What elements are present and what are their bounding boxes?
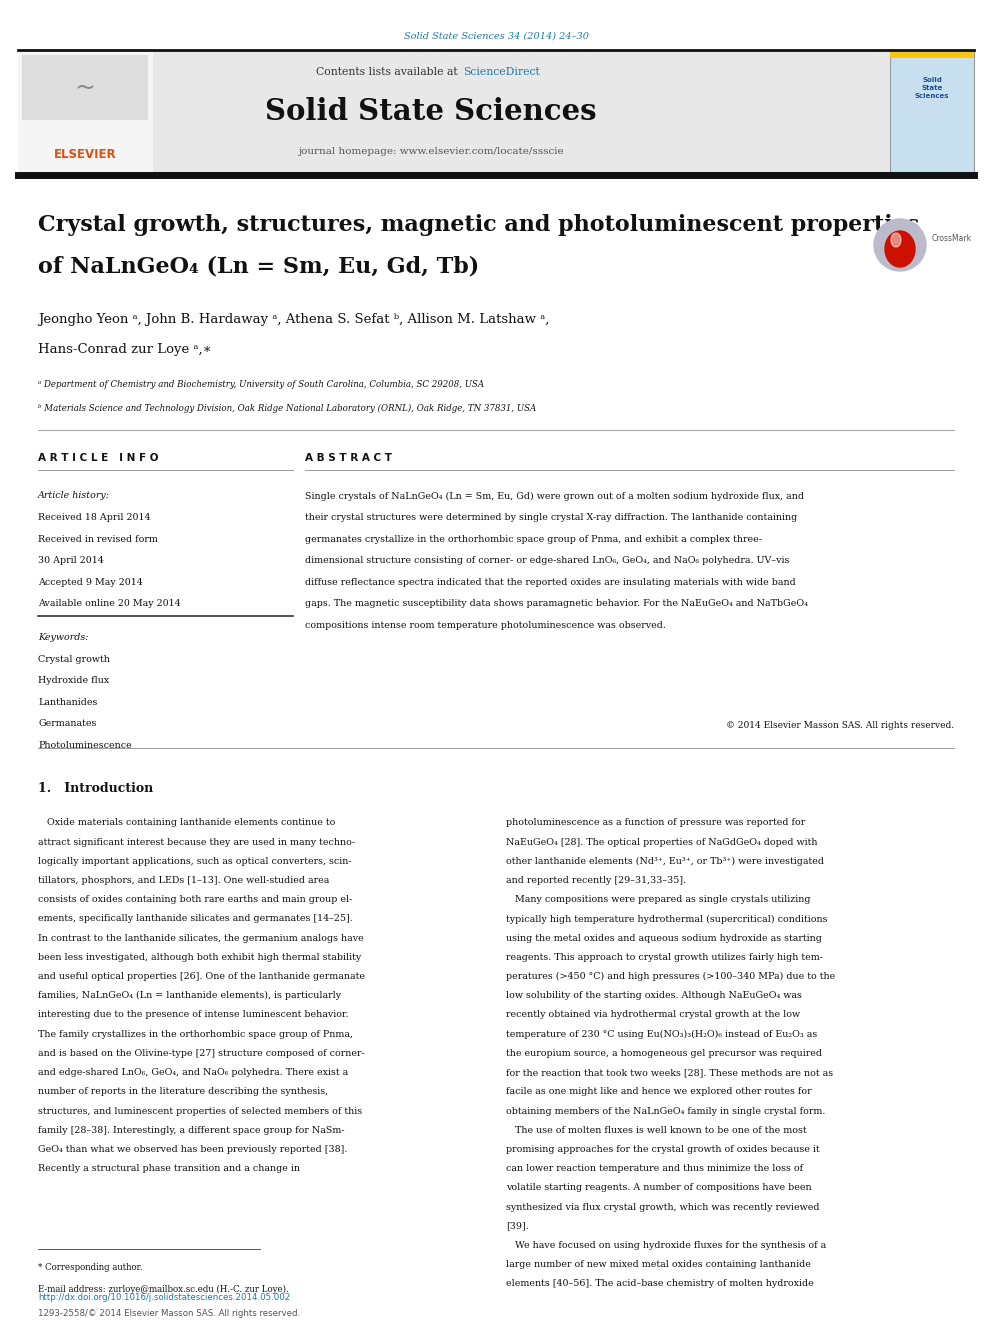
- Text: Photoluminescence: Photoluminescence: [38, 741, 132, 750]
- Text: ScienceDirect: ScienceDirect: [463, 67, 540, 77]
- Text: A R T I C L E   I N F O: A R T I C L E I N F O: [38, 452, 159, 463]
- Text: Article history:: Article history:: [38, 492, 110, 500]
- Text: for the reaction that took two weeks [28]. These methods are not as: for the reaction that took two weeks [28…: [506, 1068, 833, 1077]
- Text: the europium source, a homogeneous gel precursor was required: the europium source, a homogeneous gel p…: [506, 1049, 822, 1058]
- Text: Oxide materials containing lanthanide elements continue to: Oxide materials containing lanthanide el…: [38, 819, 335, 827]
- Text: ᵃ Department of Chemistry and Biochemistry, University of South Carolina, Columb: ᵃ Department of Chemistry and Biochemist…: [38, 381, 484, 389]
- Text: been less investigated, although both exhibit high thermal stability: been less investigated, although both ex…: [38, 953, 361, 962]
- Text: compositions intense room temperature photoluminescence was observed.: compositions intense room temperature ph…: [305, 620, 666, 630]
- Text: tillators, phosphors, and LEDs [1–13]. One well-studied area: tillators, phosphors, and LEDs [1–13]. O…: [38, 876, 329, 885]
- Bar: [22, 56, 148, 120]
- Text: families, NaLnGeO₄ (Ln = lanthanide elements), is particularly: families, NaLnGeO₄ (Ln = lanthanide elem…: [38, 991, 341, 1000]
- Text: synthesized via flux crystal growth, which was recently reviewed: synthesized via flux crystal growth, whi…: [506, 1203, 819, 1212]
- Text: can lower reaction temperature and thus minimize the loss of: can lower reaction temperature and thus …: [506, 1164, 804, 1174]
- Text: Jeongho Yeon ᵃ, John B. Hardaway ᵃ, Athena S. Sefat ᵇ, Allison M. Latshaw ᵃ,: Jeongho Yeon ᵃ, John B. Hardaway ᵃ, Athe…: [38, 314, 550, 327]
- Text: We have focused on using hydroxide fluxes for the synthesis of a: We have focused on using hydroxide fluxe…: [506, 1241, 826, 1250]
- Text: of NaLnGeO₄ (Ln = Sm, Eu, Gd, Tb): of NaLnGeO₄ (Ln = Sm, Eu, Gd, Tb): [38, 255, 479, 278]
- Text: Recently a structural phase transition and a change in: Recently a structural phase transition a…: [38, 1164, 300, 1174]
- Text: Received in revised form: Received in revised form: [38, 534, 158, 544]
- Text: structures, and luminescent properties of selected members of this: structures, and luminescent properties o…: [38, 1106, 362, 1115]
- Text: interesting due to the presence of intense luminescent behavior.: interesting due to the presence of inten…: [38, 1011, 348, 1020]
- Text: other lanthanide elements (Nd³⁺, Eu³⁺, or Tb³⁺) were investigated: other lanthanide elements (Nd³⁺, Eu³⁺, o…: [506, 857, 824, 867]
- Text: using the metal oxides and aqueous sodium hydroxide as starting: using the metal oxides and aqueous sodiu…: [506, 934, 822, 943]
- Text: Solid State Sciences 34 (2014) 24–30: Solid State Sciences 34 (2014) 24–30: [404, 32, 588, 41]
- Bar: [890, 50, 974, 58]
- Text: The use of molten fluxes is well known to be one of the most: The use of molten fluxes is well known t…: [506, 1126, 806, 1135]
- Text: and reported recently [29–31,33–35].: and reported recently [29–31,33–35].: [506, 876, 686, 885]
- Text: and edge-shared LnO₆, GeO₄, and NaO₆ polyhedra. There exist a: and edge-shared LnO₆, GeO₄, and NaO₆ pol…: [38, 1068, 348, 1077]
- Text: Lanthanides: Lanthanides: [38, 699, 97, 706]
- Text: 30 April 2014: 30 April 2014: [38, 556, 104, 565]
- Text: typically high temperature hydrothermal (supercritical) conditions: typically high temperature hydrothermal …: [506, 914, 827, 923]
- Text: ELSEVIER: ELSEVIER: [54, 148, 116, 161]
- Text: family [28–38]. Interestingly, a different space group for NaSm-: family [28–38]. Interestingly, a differe…: [38, 1126, 344, 1135]
- Ellipse shape: [885, 232, 915, 267]
- Text: diffuse reflectance spectra indicated that the reported oxides are insulating ma: diffuse reflectance spectra indicated th…: [305, 578, 796, 586]
- Text: temperature of 230 °C using Eu(NO₃)₃(H₂O)₆ instead of Eu₂O₃ as: temperature of 230 °C using Eu(NO₃)₃(H₂O…: [506, 1029, 817, 1039]
- Text: low solubility of the starting oxides. Although NaEuGeO₄ was: low solubility of the starting oxides. A…: [506, 991, 802, 1000]
- Text: Solid State Sciences: Solid State Sciences: [265, 98, 597, 127]
- Text: © 2014 Elsevier Masson SAS. All rights reserved.: © 2014 Elsevier Masson SAS. All rights r…: [726, 721, 954, 730]
- Text: promising approaches for the crystal growth of oxides because it: promising approaches for the crystal gro…: [506, 1144, 819, 1154]
- Text: photoluminescence as a function of pressure was reported for: photoluminescence as a function of press…: [506, 819, 806, 827]
- Text: facile as one might like and hence we explored other routes for: facile as one might like and hence we ex…: [506, 1088, 811, 1097]
- Text: Germanates: Germanates: [38, 720, 96, 729]
- Text: Single crystals of NaLnGeO₄ (Ln = Sm, Eu, Gd) were grown out of a molten sodium : Single crystals of NaLnGeO₄ (Ln = Sm, Eu…: [305, 491, 804, 500]
- Text: ements, specifically lanthanide silicates and germanates [14–25].: ements, specifically lanthanide silicate…: [38, 914, 353, 923]
- Text: CrossMark: CrossMark: [932, 234, 972, 243]
- Bar: [18, 50, 974, 175]
- Text: dimensional structure consisting of corner- or edge-shared LnO₆, GeO₄, and NaO₆ : dimensional structure consisting of corn…: [305, 556, 790, 565]
- Text: and useful optical properties [26]. One of the lanthanide germanate: and useful optical properties [26]. One …: [38, 972, 365, 982]
- Text: * Corresponding author.: * Corresponding author.: [38, 1262, 143, 1271]
- Text: In contrast to the lanthanide silicates, the germanium analogs have: In contrast to the lanthanide silicates,…: [38, 934, 364, 943]
- Text: Accepted 9 May 2014: Accepted 9 May 2014: [38, 578, 143, 586]
- Text: Crystal growth: Crystal growth: [38, 655, 110, 664]
- Text: volatile starting reagents. A number of compositions have been: volatile starting reagents. A number of …: [506, 1183, 811, 1192]
- Text: [39].: [39].: [506, 1221, 529, 1230]
- Bar: [890, 50, 974, 175]
- Text: their crystal structures were determined by single crystal X-ray diffraction. Th: their crystal structures were determined…: [305, 513, 798, 523]
- Text: reagents. This approach to crystal growth utilizes fairly high tem-: reagents. This approach to crystal growt…: [506, 953, 823, 962]
- Text: Solid
State
Sciences: Solid State Sciences: [915, 78, 949, 98]
- Text: journal homepage: www.elsevier.com/locate/ssscie: journal homepage: www.elsevier.com/locat…: [299, 147, 563, 156]
- Text: 1293-2558/© 2014 Elsevier Masson SAS. All rights reserved.: 1293-2558/© 2014 Elsevier Masson SAS. Al…: [38, 1308, 301, 1318]
- Text: peratures (>450 °C) and high pressures (>100–340 MPa) due to the: peratures (>450 °C) and high pressures (…: [506, 972, 835, 982]
- Text: Keywords:: Keywords:: [38, 634, 88, 643]
- Text: Available online 20 May 2014: Available online 20 May 2014: [38, 599, 181, 609]
- Text: attract significant interest because they are used in many techno-: attract significant interest because the…: [38, 837, 355, 847]
- Text: Contents lists available at: Contents lists available at: [315, 67, 461, 77]
- Text: Crystal growth, structures, magnetic and photoluminescent properties: Crystal growth, structures, magnetic and…: [38, 214, 920, 235]
- Text: recently obtained via hydrothermal crystal growth at the low: recently obtained via hydrothermal cryst…: [506, 1011, 801, 1020]
- Text: The family crystallizes in the orthorhombic space group of Pnma,: The family crystallizes in the orthorhom…: [38, 1029, 353, 1039]
- Text: E-mail address: zurloye@mailbox.sc.edu (H.-C. zur Loye).: E-mail address: zurloye@mailbox.sc.edu (…: [38, 1285, 289, 1294]
- Text: logically important applications, such as optical converters, scin-: logically important applications, such a…: [38, 857, 351, 865]
- Text: GeO₄ than what we observed has been previously reported [38].: GeO₄ than what we observed has been prev…: [38, 1144, 347, 1154]
- Text: NaEuGeO₄ [28]. The optical properties of NaGdGeO₄ doped with: NaEuGeO₄ [28]. The optical properties of…: [506, 837, 817, 847]
- Text: http://dx.doi.org/10.1016/j.solidstatesciences.2014.05.002: http://dx.doi.org/10.1016/j.solidstatesc…: [38, 1293, 291, 1302]
- Text: ᵇ Materials Science and Technology Division, Oak Ridge National Laboratory (ORNL: ᵇ Materials Science and Technology Divis…: [38, 404, 537, 413]
- Text: A B S T R A C T: A B S T R A C T: [305, 452, 392, 463]
- Circle shape: [874, 220, 926, 271]
- Text: consists of oxides containing both rare earths and main group el-: consists of oxides containing both rare …: [38, 896, 352, 905]
- Bar: [18, 50, 153, 175]
- Text: Hydroxide flux: Hydroxide flux: [38, 676, 109, 685]
- Text: obtaining members of the NaLnGeO₄ family in single crystal form.: obtaining members of the NaLnGeO₄ family…: [506, 1106, 825, 1115]
- Text: gaps. The magnetic susceptibility data shows paramagnetic behavior. For the NaEu: gaps. The magnetic susceptibility data s…: [305, 599, 807, 609]
- Text: Received 18 April 2014: Received 18 April 2014: [38, 513, 151, 523]
- Text: elements [40–56]. The acid–base chemistry of molten hydroxide: elements [40–56]. The acid–base chemistr…: [506, 1279, 813, 1289]
- Ellipse shape: [891, 233, 901, 247]
- Text: number of reports in the literature describing the synthesis,: number of reports in the literature desc…: [38, 1088, 328, 1097]
- Text: Many compositions were prepared as single crystals utilizing: Many compositions were prepared as singl…: [506, 896, 810, 905]
- Text: Hans-Conrad zur Loye ᵃ,∗: Hans-Conrad zur Loye ᵃ,∗: [38, 344, 211, 356]
- Text: large number of new mixed metal oxides containing lanthanide: large number of new mixed metal oxides c…: [506, 1259, 810, 1269]
- Text: germanates crystallize in the orthorhombic space group of Pnma, and exhibit a co: germanates crystallize in the orthorhomb…: [305, 534, 762, 544]
- Text: and is based on the Olivine-type [27] structure composed of corner-: and is based on the Olivine-type [27] st…: [38, 1049, 365, 1058]
- Text: ~: ~: [74, 77, 95, 99]
- Text: 1.   Introduction: 1. Introduction: [38, 782, 153, 795]
